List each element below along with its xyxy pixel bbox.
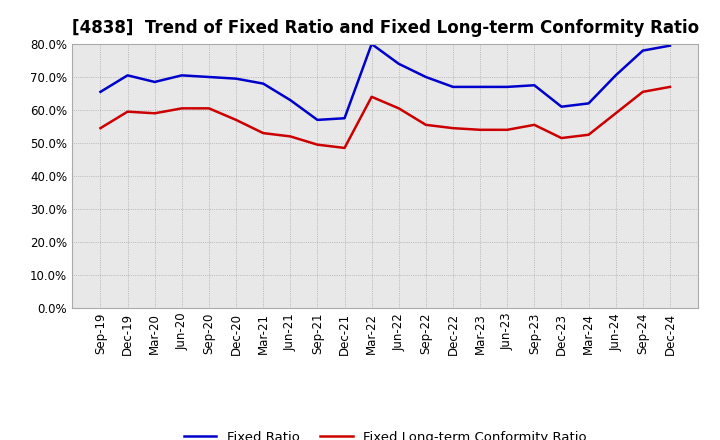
Fixed Long-term Conformity Ratio (341, 145, 349, 150)
Fixed Long-term Conformity Ratio (204, 106, 213, 111)
Title: [4838]  Trend of Fixed Ratio and Fixed Long-term Conformity Ratio: [4838] Trend of Fixed Ratio and Fixed Lo… (71, 19, 699, 37)
Fixed Ratio (259, 81, 268, 86)
Fixed Long-term Conformity Ratio (150, 110, 159, 116)
Fixed Ratio (367, 41, 376, 47)
Fixed Long-term Conformity Ratio (584, 132, 593, 137)
Fixed Ratio (395, 61, 403, 66)
Fixed Long-term Conformity Ratio (503, 127, 511, 132)
Fixed Ratio (178, 73, 186, 78)
Fixed Ratio (232, 76, 240, 81)
Fixed Long-term Conformity Ratio (395, 106, 403, 111)
Fixed Long-term Conformity Ratio (557, 136, 566, 141)
Fixed Ratio (204, 74, 213, 80)
Fixed Ratio (557, 104, 566, 109)
Fixed Long-term Conformity Ratio (123, 109, 132, 114)
Fixed Long-term Conformity Ratio (178, 106, 186, 111)
Fixed Ratio (341, 116, 349, 121)
Fixed Long-term Conformity Ratio (665, 84, 674, 90)
Fixed Long-term Conformity Ratio (611, 110, 620, 116)
Fixed Ratio (449, 84, 457, 90)
Fixed Ratio (639, 48, 647, 53)
Fixed Ratio (286, 97, 294, 103)
Fixed Long-term Conformity Ratio (421, 122, 430, 128)
Fixed Ratio (665, 43, 674, 48)
Fixed Ratio (530, 83, 539, 88)
Fixed Long-term Conformity Ratio (449, 125, 457, 131)
Fixed Long-term Conformity Ratio (259, 130, 268, 136)
Fixed Long-term Conformity Ratio (232, 117, 240, 122)
Fixed Long-term Conformity Ratio (96, 125, 105, 131)
Fixed Ratio (476, 84, 485, 90)
Fixed Ratio (150, 79, 159, 84)
Fixed Ratio (123, 73, 132, 78)
Fixed Ratio (611, 73, 620, 78)
Fixed Ratio (96, 89, 105, 95)
Fixed Long-term Conformity Ratio (530, 122, 539, 128)
Fixed Long-term Conformity Ratio (367, 94, 376, 99)
Fixed Ratio (503, 84, 511, 90)
Fixed Long-term Conformity Ratio (313, 142, 322, 147)
Fixed Ratio (313, 117, 322, 122)
Fixed Long-term Conformity Ratio (286, 134, 294, 139)
Fixed Ratio (584, 101, 593, 106)
Line: Fixed Ratio: Fixed Ratio (101, 44, 670, 120)
Legend: Fixed Ratio, Fixed Long-term Conformity Ratio: Fixed Ratio, Fixed Long-term Conformity … (179, 425, 592, 440)
Line: Fixed Long-term Conformity Ratio: Fixed Long-term Conformity Ratio (101, 87, 670, 148)
Fixed Long-term Conformity Ratio (639, 89, 647, 95)
Fixed Ratio (421, 74, 430, 80)
Fixed Long-term Conformity Ratio (476, 127, 485, 132)
